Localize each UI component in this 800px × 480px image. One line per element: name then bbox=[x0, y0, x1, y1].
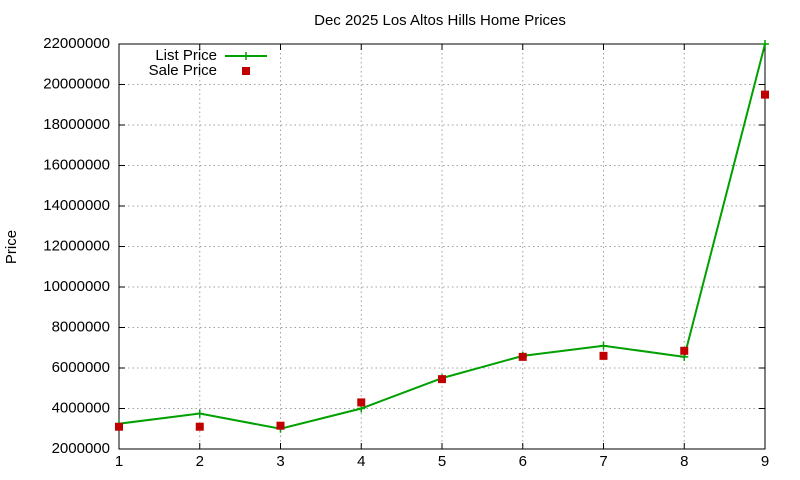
x-tick-label: 9 bbox=[761, 453, 769, 470]
y-tick-label: 14000000 bbox=[43, 197, 110, 214]
point-marker bbox=[761, 90, 769, 99]
point-marker bbox=[599, 341, 608, 350]
plot-frame bbox=[118, 43, 766, 450]
y-axis-label: Price bbox=[3, 230, 20, 264]
y-tick-label: 10000000 bbox=[43, 278, 110, 295]
point-marker bbox=[195, 409, 204, 418]
y-tick-label: 16000000 bbox=[43, 156, 110, 173]
legend-label: List Price bbox=[155, 47, 217, 64]
x-tick-label: 5 bbox=[438, 453, 446, 470]
point-marker bbox=[761, 40, 769, 48]
point-marker bbox=[115, 422, 123, 431]
point-marker bbox=[195, 422, 204, 431]
y-tick-label: 4000000 bbox=[52, 399, 110, 416]
x-tick-label: 2 bbox=[196, 453, 204, 470]
y-tick-label: 8000000 bbox=[52, 318, 110, 335]
x-tick-label: 4 bbox=[357, 453, 365, 470]
y-tick-label: 2000000 bbox=[52, 440, 110, 457]
chart-title: Dec 2025 Los Altos Hills Home Prices bbox=[314, 12, 566, 29]
x-tick-label: 7 bbox=[599, 453, 607, 470]
x-tick-label: 8 bbox=[680, 453, 688, 470]
y-tick-label: 18000000 bbox=[43, 116, 110, 133]
point-marker bbox=[599, 351, 608, 360]
point-marker bbox=[680, 346, 689, 355]
point-marker bbox=[357, 398, 366, 407]
x-tick-label: 6 bbox=[519, 453, 527, 470]
legend-swatch bbox=[242, 67, 250, 75]
x-tick-label: 3 bbox=[276, 453, 284, 470]
y-tick-label: 6000000 bbox=[52, 359, 110, 376]
series-line bbox=[118, 43, 766, 430]
point-marker bbox=[276, 421, 285, 430]
y-tick-label: 12000000 bbox=[43, 237, 110, 254]
point-marker bbox=[518, 352, 527, 361]
y-tick-label: 22000000 bbox=[43, 35, 110, 52]
x-tick-label: 1 bbox=[115, 453, 123, 470]
legend-label: Sale Price bbox=[149, 62, 217, 79]
point-marker bbox=[438, 375, 446, 384]
legend-swatch bbox=[242, 52, 250, 60]
y-tick-label: 20000000 bbox=[43, 75, 110, 92]
